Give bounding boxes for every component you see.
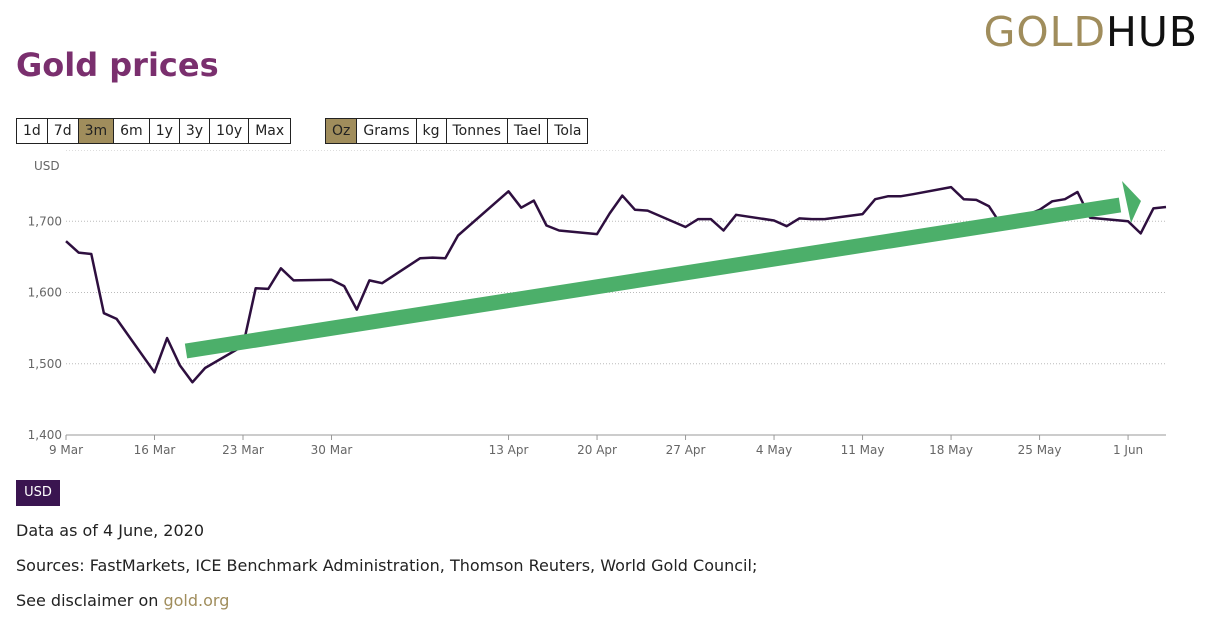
x-tick-label: 25 May: [1018, 443, 1062, 457]
x-tick-label: 11 May: [841, 443, 885, 457]
sources-text: Sources: FastMarkets, ICE Benchmark Admi…: [16, 556, 758, 575]
x-tick-label: 18 May: [929, 443, 973, 457]
unit-button-grams[interactable]: Grams: [356, 118, 417, 144]
y-tick-label: 1,600: [28, 286, 62, 300]
series-line-gold-price: [65, 185, 1167, 384]
unit-button-kg[interactable]: kg: [415, 118, 447, 144]
y-tick-label: 1,700: [28, 214, 62, 228]
data-as-of-text: Data as of 4 June, 2020: [16, 521, 205, 540]
period-button-1d[interactable]: 1d: [16, 118, 48, 144]
period-selector: 1d 7d 3m 6m 1y 3y 10y Max: [16, 118, 292, 144]
period-button-max[interactable]: Max: [248, 118, 292, 144]
period-button-3m[interactable]: 3m: [77, 118, 115, 144]
logo-hub-text: HUB: [1106, 8, 1198, 56]
period-button-3y[interactable]: 3y: [178, 118, 211, 144]
unit-button-tonnes[interactable]: Tonnes: [445, 118, 508, 144]
x-tick-label: 30 Mar: [311, 443, 353, 457]
gold-price-chart[interactable]: USD 1,400 1,500 1,600 1,700 9 Mar 16 Mar 23 Mar…: [0, 150, 1216, 465]
x-tick-label: 20 Apr: [577, 443, 617, 457]
period-button-6m[interactable]: 6m: [113, 118, 150, 144]
x-tick-label: 27 Apr: [666, 443, 706, 457]
unit-button-tael[interactable]: Tael: [506, 118, 549, 144]
period-button-1y[interactable]: 1y: [148, 118, 180, 144]
unit-button-tola[interactable]: Tola: [547, 118, 589, 144]
trend-arrow-shaft: [184, 197, 1122, 359]
x-tick-label: 1 Jun: [1113, 443, 1143, 457]
x-tick-label: 9 Mar: [49, 443, 83, 457]
page-title: Gold prices: [16, 46, 219, 84]
x-tick-label: 13 Apr: [489, 443, 529, 457]
period-button-7d[interactable]: 7d: [46, 118, 79, 144]
currency-badge[interactable]: USD: [16, 480, 60, 506]
x-tick-label: 16 Mar: [134, 443, 176, 457]
y-tick-label: 1,400: [28, 428, 62, 442]
logo-gold-text: GOLD: [983, 8, 1107, 56]
goldhub-logo[interactable]: GOLDHUB: [984, 8, 1198, 56]
unit-selector: Oz Grams kg Tonnes Tael Tola: [325, 118, 589, 144]
y-tick-label: 1,500: [28, 357, 62, 371]
x-tick-label: 4 May: [756, 443, 792, 457]
period-button-10y[interactable]: 10y: [209, 118, 250, 144]
disclaimer-text: See disclaimer on gold.org: [16, 591, 229, 610]
trend-arrow-head: [1122, 181, 1141, 223]
disclaimer-prefix: See disclaimer on: [16, 591, 164, 610]
unit-button-oz[interactable]: Oz: [325, 118, 358, 144]
gold-org-link[interactable]: gold.org: [163, 591, 230, 610]
x-tick-label: 23 Mar: [222, 443, 264, 457]
y-axis-label: USD: [34, 159, 60, 173]
